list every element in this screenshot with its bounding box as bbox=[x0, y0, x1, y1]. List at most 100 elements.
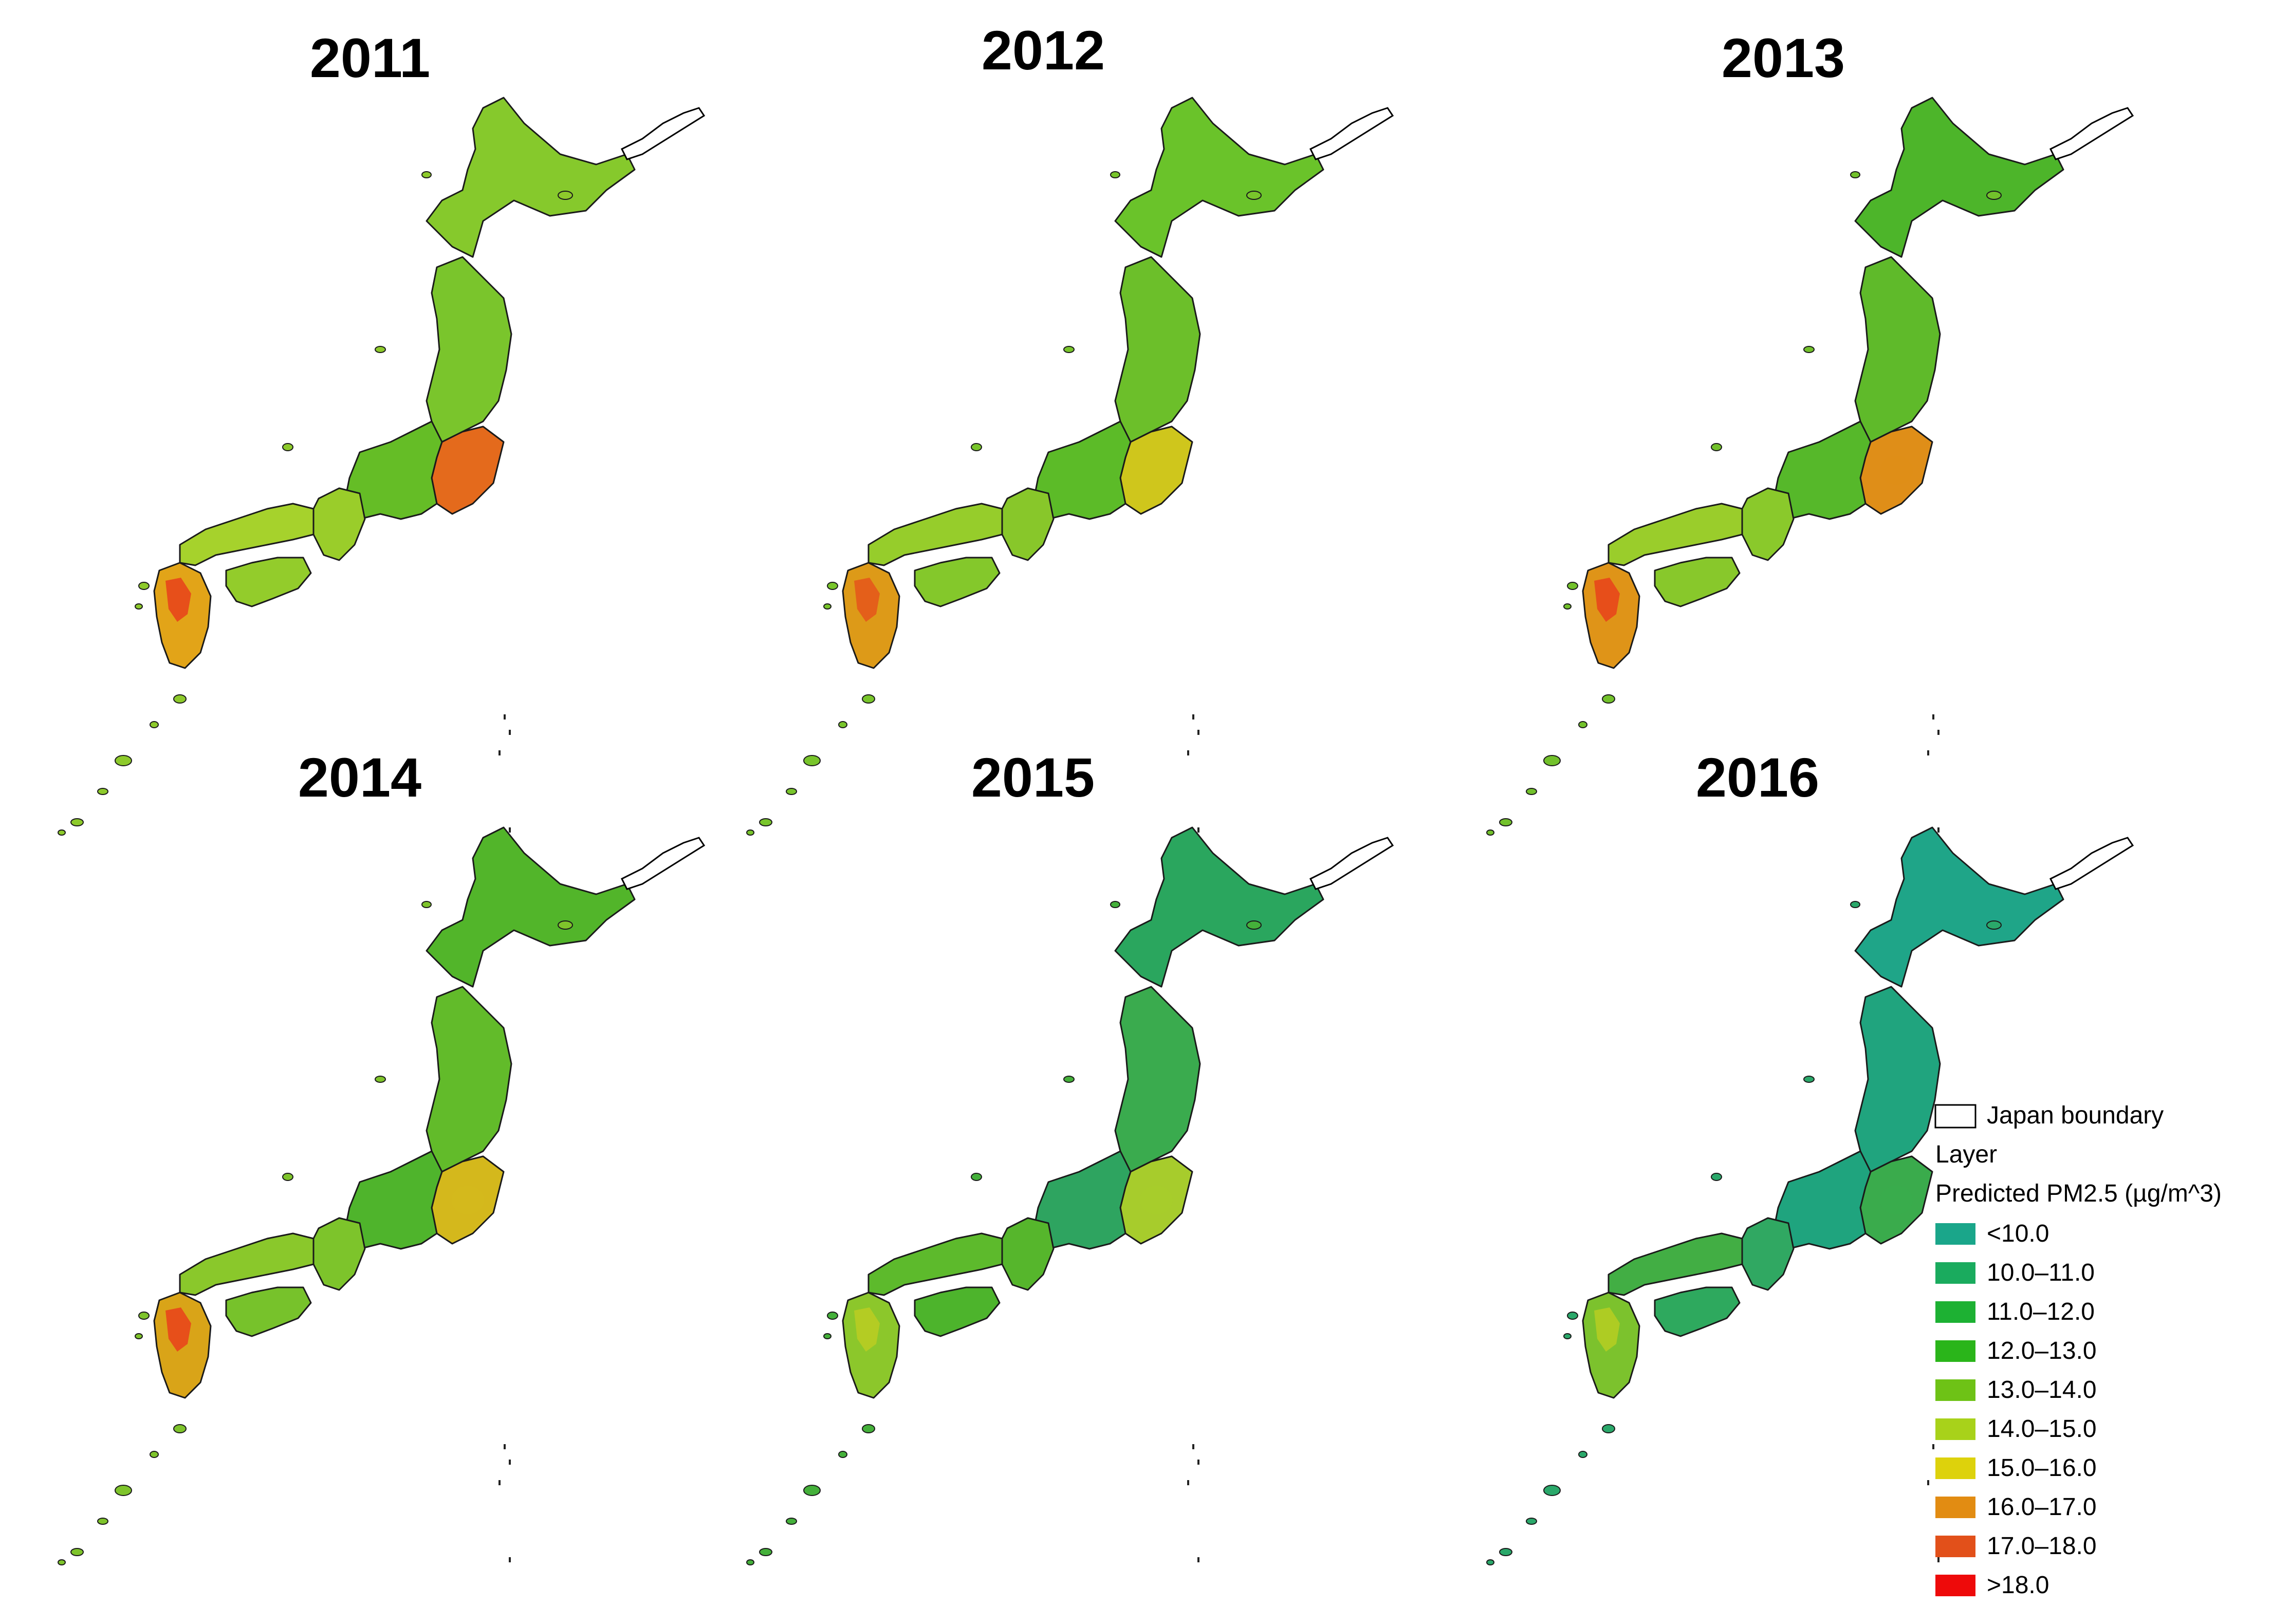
island-2015-5 bbox=[823, 1333, 832, 1339]
island-2013-5 bbox=[1563, 603, 1572, 610]
legend-swatch-4 bbox=[1935, 1379, 1975, 1401]
remote-island-2016-2 bbox=[1927, 1480, 1929, 1485]
remote-island-2015-0 bbox=[1192, 1444, 1194, 1449]
island-2012-9 bbox=[786, 788, 797, 795]
region-chugoku-2011 bbox=[179, 503, 315, 566]
remote-island-2016-3 bbox=[1937, 1557, 1939, 1562]
island-2011-10 bbox=[70, 818, 84, 826]
island-2011-11 bbox=[58, 829, 66, 836]
island-2014-6 bbox=[173, 1424, 187, 1433]
island-2013-8 bbox=[1543, 755, 1561, 766]
island-2016-11 bbox=[1486, 1559, 1494, 1565]
region-shikoku-2016 bbox=[1654, 1286, 1741, 1337]
region-hokkaido-2015 bbox=[1114, 826, 1324, 988]
island-2014-2 bbox=[375, 1076, 386, 1083]
island-2012-0 bbox=[1246, 191, 1262, 200]
islands-2011 bbox=[58, 171, 573, 836]
japan-map-2014 bbox=[58, 826, 706, 1565]
legend-class-label-8: 17.0–18.0 bbox=[1987, 1533, 2097, 1560]
kanto-hotspot-2013 bbox=[1880, 456, 1913, 485]
kuril-outline-2013 bbox=[2049, 107, 2134, 160]
remote-island-2013-3 bbox=[1937, 827, 1939, 833]
region-tohoku-2014 bbox=[426, 986, 512, 1173]
remote-island-2015-1 bbox=[1197, 1460, 1199, 1465]
remote-island-2015-3 bbox=[1197, 1557, 1199, 1562]
region-shikoku-2011 bbox=[225, 557, 312, 607]
kuril-outline-2015 bbox=[1309, 837, 1394, 890]
island-2015-11 bbox=[746, 1559, 754, 1565]
island-2013-3 bbox=[1711, 443, 1722, 451]
legend-swatch-0 bbox=[1935, 1223, 1975, 1245]
region-hokkaido-2011 bbox=[426, 97, 636, 258]
island-2012-8 bbox=[803, 755, 821, 766]
island-2013-2 bbox=[1803, 346, 1815, 353]
island-2015-4 bbox=[827, 1312, 838, 1320]
island-2015-1 bbox=[1110, 901, 1120, 908]
legend-swatch-5 bbox=[1935, 1418, 1975, 1440]
island-2013-4 bbox=[1567, 582, 1578, 590]
legend-swatch-6 bbox=[1935, 1457, 1975, 1479]
region-shikoku-2015 bbox=[914, 1286, 1001, 1337]
island-2015-3 bbox=[971, 1173, 982, 1181]
kuril-outline-2016 bbox=[2049, 837, 2134, 890]
region-chugoku-2015 bbox=[867, 1232, 1003, 1296]
kyushu-hotspot-2014 bbox=[165, 1307, 191, 1352]
remote-island-2011-2 bbox=[498, 750, 501, 755]
remote-island-2014-2 bbox=[498, 1480, 501, 1485]
island-2011-9 bbox=[97, 788, 108, 795]
island-2012-7 bbox=[838, 721, 847, 728]
island-2011-3 bbox=[282, 443, 293, 451]
remote-island-2011-3 bbox=[509, 827, 511, 833]
island-2012-2 bbox=[1063, 346, 1075, 353]
japan-map-2012 bbox=[746, 97, 1394, 836]
islands-2015 bbox=[746, 901, 1262, 1565]
kyushu-hotspot-2016 bbox=[1594, 1307, 1620, 1352]
region-tohoku-2013 bbox=[1854, 256, 1941, 443]
island-2014-8 bbox=[115, 1485, 132, 1496]
region-hokkaido-2013 bbox=[1854, 97, 2064, 258]
island-2011-4 bbox=[138, 582, 150, 590]
legend-layer-label: Layer bbox=[1935, 1141, 1997, 1168]
region-tohoku-2016 bbox=[1854, 986, 1941, 1173]
island-2015-0 bbox=[1246, 920, 1262, 930]
region-hokkaido-2016 bbox=[1854, 826, 2064, 988]
panels-group: 2011 2012 bbox=[58, 19, 2134, 1565]
panel-title-2014: 2014 bbox=[298, 746, 421, 808]
remote-island-2014-0 bbox=[504, 1444, 506, 1449]
remote-island-2016-0 bbox=[1932, 1444, 1934, 1449]
remote-island-2013-2 bbox=[1927, 750, 1929, 755]
island-2013-0 bbox=[1986, 191, 2002, 200]
legend-class-label-6: 15.0–16.0 bbox=[1987, 1454, 2097, 1482]
island-2013-1 bbox=[1850, 171, 1860, 178]
legend-swatch-7 bbox=[1935, 1497, 1975, 1518]
kuril-outline-2014 bbox=[620, 837, 706, 890]
island-2014-9 bbox=[97, 1518, 108, 1525]
island-2012-4 bbox=[827, 582, 838, 590]
island-2012-5 bbox=[823, 603, 832, 610]
legend-class-label-0: <10.0 bbox=[1987, 1220, 2049, 1247]
map-panel-2016: 2016 bbox=[1486, 746, 2134, 1565]
island-2014-0 bbox=[558, 920, 573, 930]
islands-2013 bbox=[1486, 171, 2002, 836]
japan-map-2016 bbox=[1486, 826, 2134, 1565]
island-2016-2 bbox=[1803, 1076, 1815, 1083]
island-2015-8 bbox=[803, 1485, 821, 1496]
island-2011-1 bbox=[421, 171, 432, 178]
island-2015-2 bbox=[1063, 1076, 1075, 1083]
legend-swatch-9 bbox=[1935, 1575, 1975, 1596]
remote-island-2012-3 bbox=[1197, 827, 1199, 833]
island-2015-7 bbox=[838, 1451, 847, 1458]
kyushu-hotspot-2015 bbox=[854, 1307, 880, 1352]
japan-map-2015 bbox=[746, 826, 1394, 1565]
remote-island-2012-1 bbox=[1197, 730, 1199, 735]
kanto-hotspot-2014 bbox=[451, 1186, 484, 1214]
panel-title-2015: 2015 bbox=[971, 746, 1095, 808]
island-2014-1 bbox=[421, 901, 432, 908]
island-2011-2 bbox=[375, 346, 386, 353]
island-2011-5 bbox=[135, 603, 143, 610]
region-kinki-2014 bbox=[310, 1217, 366, 1291]
region-kinki-2011 bbox=[310, 487, 366, 561]
region-hokkaido-2012 bbox=[1114, 97, 1324, 258]
island-2012-3 bbox=[971, 443, 982, 451]
remote-island-2013-1 bbox=[1937, 730, 1939, 735]
